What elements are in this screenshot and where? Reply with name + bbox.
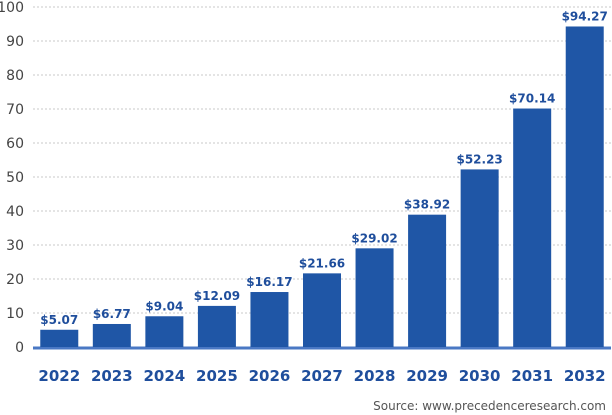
bar-2030 <box>460 169 499 347</box>
x-tick-label: 2022 <box>38 367 80 385</box>
x-tick-label: 2030 <box>459 367 501 385</box>
x-tick-label: 2027 <box>301 367 343 385</box>
y-tick-label: 50 <box>6 170 24 186</box>
x-tick-label: 2031 <box>511 367 553 385</box>
y-tick-label: 0 <box>15 340 24 356</box>
x-tick-label: 2025 <box>196 367 238 385</box>
y-tick-label: 90 <box>6 34 24 50</box>
bar-2026 <box>250 292 289 347</box>
y-tick-label: 40 <box>6 204 24 220</box>
data-label-2028: $29.02 <box>351 231 397 245</box>
bar-2024 <box>145 316 184 347</box>
bar-2025 <box>197 305 236 347</box>
y-axis: 0 10 20 30 40 50 60 70 80 90 100 <box>0 0 24 356</box>
data-label-2031: $70.14 <box>509 92 555 106</box>
y-tick-label: 20 <box>6 272 24 288</box>
gridlines <box>33 6 611 350</box>
bar-2032 <box>565 26 604 348</box>
data-label-2023: $6.77 <box>93 307 131 321</box>
bar-2031 <box>513 108 552 347</box>
bar-2023 <box>92 323 131 347</box>
data-label-2032: $94.27 <box>562 9 608 23</box>
data-label-2026: $16.17 <box>246 275 292 289</box>
data-label-2030: $52.23 <box>456 152 502 166</box>
source-note: Source: www.precedenceresearch.com <box>373 399 606 413</box>
data-labels: $5.07 $6.77 $9.04 $12.09 $16.17 $21.66 $29.02 $… <box>40 9 608 326</box>
y-tick-label: 60 <box>6 136 24 152</box>
y-tick-label: 70 <box>6 102 24 118</box>
data-label-2027: $21.66 <box>299 256 345 270</box>
x-tick-label: 2028 <box>354 367 396 385</box>
y-tick-label: 100 <box>0 0 24 16</box>
bar-2028 <box>355 248 394 347</box>
x-tick-label: 2032 <box>564 367 606 385</box>
x-tick-label: 2023 <box>91 367 133 385</box>
data-label-2022: $5.07 <box>40 313 78 327</box>
y-tick-label: 10 <box>6 306 24 322</box>
data-label-2025: $12.09 <box>194 289 240 303</box>
x-axis: 2022 2023 2024 2025 2026 2027 2028 2029 2030 2031… <box>38 367 605 385</box>
y-tick-label: 80 <box>6 68 24 84</box>
bars <box>40 26 604 348</box>
data-label-2029: $38.92 <box>404 198 450 212</box>
bar-2029 <box>408 214 447 347</box>
y-tick-label: 30 <box>6 238 24 254</box>
data-label-2024: $9.04 <box>145 299 183 313</box>
bar-2022 <box>40 329 79 347</box>
bar-2027 <box>303 273 341 347</box>
x-tick-label: 2026 <box>249 367 291 385</box>
x-tick-label: 2024 <box>143 367 185 385</box>
x-tick-label: 2029 <box>406 367 448 385</box>
